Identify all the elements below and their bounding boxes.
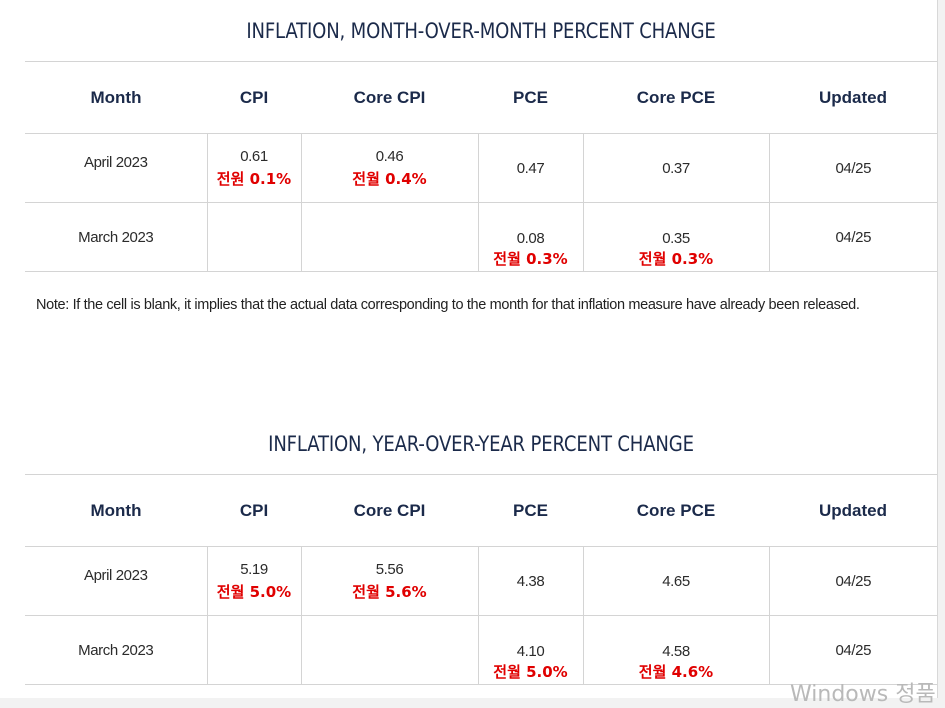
pce-value: 4.10: [516, 642, 545, 660]
updated-value: 04/25: [835, 572, 872, 590]
month-value: April 2023: [83, 153, 148, 171]
table-note: Note: If the cell is blank, it implies t…: [36, 297, 860, 313]
core-cpi-annotation: 전월 5.6%: [352, 582, 427, 601]
header-core-cpi: Core CPI: [301, 474, 478, 547]
yoy-table: Month CPI Core CPI PCE Core PCE Updated …: [25, 474, 937, 685]
content-panel: INFLATION, MONTH-OVER-MONTH PERCENT CHAN…: [0, 0, 938, 698]
month-value: April 2023: [83, 566, 148, 584]
header-core-pce: Core PCE: [583, 61, 769, 134]
month-cell: April 2023: [25, 546, 207, 616]
core-pce-annotation: 전월 4.6%: [638, 662, 714, 681]
core-cpi-cell: 0.46 전월 0.4%: [300, 133, 478, 203]
table-row: March 2023 4.10 전월 5.0% 4.58 전월 4.6% 04/…: [25, 615, 937, 685]
month-cell: March 2023: [25, 615, 207, 685]
month-value: March 2023: [78, 641, 154, 659]
core-pce-value: 0.37: [662, 159, 690, 177]
mom-title: INFLATION, MONTH-OVER-MONTH PERCENT CHAN…: [246, 19, 716, 43]
cpi-cell: [206, 615, 301, 685]
cpi-annotation: 전월 5.0%: [216, 582, 292, 601]
core-pce-cell: 4.58 전월 4.6%: [582, 615, 769, 685]
cpi-value: 5.19: [240, 560, 268, 578]
cpi-value: 0.61: [240, 147, 268, 165]
pce-annotation: 전월 0.3%: [493, 249, 568, 268]
header-pce: PCE: [478, 474, 583, 547]
core-pce-value: 4.58: [662, 642, 690, 660]
pce-annotation: 전월 5.0%: [493, 662, 568, 681]
table-row: March 2023 0.08 전월 0.3% 0.35 전월 0.3% 04/…: [25, 202, 937, 272]
updated-value: 04/25: [835, 641, 872, 659]
pce-value: 4.38: [516, 572, 545, 590]
updated-value: 04/25: [835, 159, 872, 177]
table-row: April 2023 0.61 전원 0.1% 0.46 전월 0.4% 0.4…: [25, 133, 937, 203]
core-pce-value: 0.35: [662, 229, 690, 247]
month-cell: April 2023: [25, 133, 207, 203]
header-cpi: CPI: [207, 61, 301, 134]
updated-cell: 04/25: [768, 202, 937, 272]
header-month: Month: [25, 474, 207, 547]
header-month: Month: [25, 61, 207, 134]
yoy-header-row: Month CPI Core CPI PCE Core PCE Updated: [25, 474, 937, 547]
pce-cell: 4.10 전월 5.0%: [477, 615, 583, 685]
month-cell: March 2023: [25, 202, 207, 272]
header-cpi: CPI: [207, 474, 301, 547]
updated-cell: 04/25: [768, 546, 937, 616]
yoy-title: INFLATION, YEAR-OVER-YEAR PERCENT CHANGE: [268, 432, 694, 456]
core-cpi-cell: [300, 615, 478, 685]
mom-table: Month CPI Core CPI PCE Core PCE Updated …: [25, 61, 937, 272]
pce-cell: 0.47: [477, 133, 583, 203]
pce-value: 0.47: [516, 159, 545, 177]
header-core-cpi: Core CPI: [301, 61, 478, 134]
table-row: April 2023 5.19 전월 5.0% 5.56 전월 5.6% 4.3…: [25, 546, 937, 616]
windows-activation-watermark: Windows 정품: [790, 682, 936, 707]
month-value: March 2023: [78, 228, 154, 246]
pce-value: 0.08: [516, 229, 545, 247]
core-pce-value: 4.65: [662, 572, 690, 590]
updated-cell: 04/25: [768, 615, 937, 685]
updated-cell: 04/25: [768, 133, 937, 203]
core-cpi-cell: 5.56 전월 5.6%: [300, 546, 478, 616]
core-pce-cell: 4.65: [582, 546, 769, 616]
cpi-cell: [206, 202, 301, 272]
cpi-cell: 0.61 전원 0.1%: [206, 133, 301, 203]
pce-cell: 0.08 전월 0.3%: [477, 202, 583, 272]
cpi-annotation: 전원 0.1%: [216, 169, 292, 188]
core-pce-cell: 0.37: [582, 133, 769, 203]
core-cpi-value: 0.46: [375, 147, 404, 165]
pce-cell: 4.38: [477, 546, 583, 616]
core-cpi-cell: [300, 202, 478, 272]
core-pce-annotation: 전월 0.3%: [638, 249, 714, 268]
updated-value: 04/25: [835, 228, 872, 246]
cpi-cell: 5.19 전월 5.0%: [206, 546, 301, 616]
header-updated: Updated: [769, 61, 937, 134]
core-pce-cell: 0.35 전월 0.3%: [582, 202, 769, 272]
header-core-pce: Core PCE: [583, 474, 769, 547]
header-pce: PCE: [478, 61, 583, 134]
core-cpi-value: 5.56: [375, 560, 404, 578]
mom-header-row: Month CPI Core CPI PCE Core PCE Updated: [25, 61, 937, 134]
header-updated: Updated: [769, 474, 937, 547]
core-cpi-annotation: 전월 0.4%: [352, 169, 427, 188]
